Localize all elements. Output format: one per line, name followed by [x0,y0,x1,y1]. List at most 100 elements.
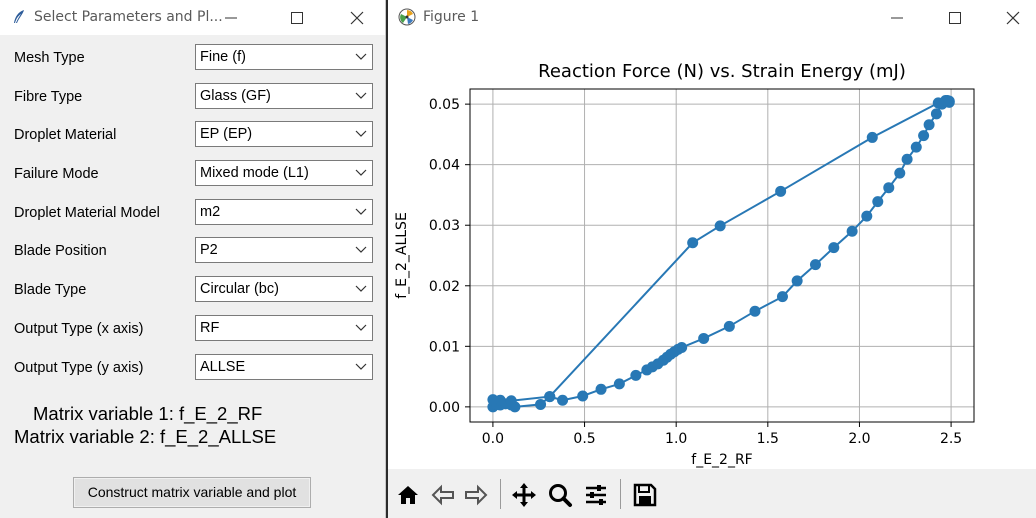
field-label: Droplet Material Model [14,205,160,221]
forward-arrow-icon[interactable] [462,481,490,509]
selected-value: RF [200,320,220,336]
x-tick-label: 2.5 [940,431,962,447]
x-tick-label: 0.0 [482,431,504,447]
chevron-down-icon [355,208,367,215]
matrix-variable-1-label: Matrix variable 1: f_E_2_RF [33,403,263,424]
chevron-down-icon [355,169,367,176]
y-tick-label: 0.05 [429,97,460,113]
data-point [932,97,944,109]
selected-value: ALLSE [200,359,246,375]
droplet-material-model-dropdown[interactable]: m2 [195,199,373,225]
droplet-material-dropdown[interactable]: EP (EP) [195,121,373,147]
matplotlib-logo-icon [398,8,416,26]
window-title: Select Parameters and Pl... [34,9,223,25]
field-row-fibre-type: Fibre Type Glass (GF) [0,83,385,113]
close-icon [350,11,364,25]
data-point [714,220,726,232]
minimize-button[interactable] [874,0,920,35]
data-point [595,383,607,395]
selected-value: EP (EP) [200,126,253,142]
y-tick-label: 0.01 [429,339,460,355]
save-floppy-icon[interactable] [631,481,659,509]
field-label: Mesh Type [14,50,85,66]
output-type-y-dropdown[interactable]: ALLSE [195,354,373,380]
figure-canvas[interactable]: 0.0 0.5 1.0 1.5 2.0 2.5 0.00 0.01 0.02 0.03 0.04 0.… [388,35,1036,469]
maximize-button[interactable] [932,0,978,35]
window-title: Figure 1 [423,9,480,25]
field-row-blade-type: Blade Type Circular (bc) [0,276,385,306]
navigation-toolbar [388,469,1036,518]
data-point [918,130,930,142]
data-point [723,320,735,332]
minimize-button[interactable] [208,0,254,35]
toolbar-separator [620,479,621,509]
selected-value: Glass (GF) [200,88,271,104]
data-point [776,291,788,303]
data-point [775,185,787,197]
toolbar-separator [500,479,501,509]
data-point [687,237,699,249]
maximize-icon [949,12,961,24]
chevron-down-icon [355,53,367,60]
back-arrow-icon[interactable] [429,481,457,509]
chevron-down-icon [355,363,367,370]
chevron-down-icon [355,92,367,99]
close-button[interactable] [990,0,1036,35]
zoom-magnifier-icon[interactable] [546,481,574,509]
data-point [866,131,878,143]
chevron-down-icon [355,285,367,292]
matrix-variable-2-label: Matrix variable 2: f_E_2_ALLSE [14,426,277,447]
axis-ticks: 0.0 0.5 1.0 1.5 2.0 2.5 0.00 0.01 0.02 0.03 0.04 0.… [429,97,962,447]
title-bar[interactable]: Select Parameters and Pl... [0,0,385,35]
field-label: Output Type (x axis) [14,321,144,337]
field-row-output-type-x: Output Type (x axis) RF [0,315,385,345]
chevron-down-icon [355,246,367,253]
close-button[interactable] [334,0,380,35]
field-label: Blade Position [14,243,107,259]
fibre-type-dropdown[interactable]: Glass (GF) [195,83,373,109]
selected-value: m2 [200,204,221,220]
construct-and-plot-button[interactable]: Construct matrix variable and plot [73,477,311,508]
data-point [577,390,589,402]
y-tick-label: 0.00 [429,400,460,416]
data-point [883,182,895,194]
x-tick-label: 1.5 [757,431,779,447]
minimize-icon [891,17,903,19]
data-point [846,225,858,237]
parameter-selection-window: Select Parameters and Pl... Mesh Type Fi… [0,0,386,518]
field-label: Output Type (y axis) [14,360,144,376]
x-axis-label: f_E_2_RF [691,452,752,468]
data-point [535,398,547,410]
y-tick-label: 0.03 [429,218,460,234]
maximize-button[interactable] [274,0,320,35]
field-row-output-type-y: Output Type (y axis) ALLSE [0,354,385,384]
chevron-down-icon [355,324,367,331]
field-label: Droplet Material [14,127,117,143]
selected-value: P2 [200,242,218,258]
home-icon[interactable] [394,481,422,509]
field-label: Blade Type [14,282,87,298]
data-point [613,378,625,390]
x-tick-label: 0.5 [573,431,595,447]
failure-mode-dropdown[interactable]: Mixed mode (L1) [195,160,373,186]
mesh-type-dropdown[interactable]: Fine (f) [195,44,373,70]
y-tick-label: 0.02 [429,279,460,295]
pan-move-icon[interactable] [510,481,538,509]
data-point [930,108,942,120]
series-line [492,99,951,408]
output-type-x-dropdown[interactable]: RF [195,315,373,341]
title-bar[interactable]: Figure 1 [388,0,1036,35]
selected-value: Circular (bc) [200,281,279,297]
data-point [872,196,884,208]
chart-title: Reaction Force (N) vs. Strain Energy (mJ… [538,61,906,82]
data-point [698,332,710,344]
data-point [791,275,803,287]
data-point [630,369,642,381]
chevron-down-icon [355,130,367,137]
blade-position-dropdown[interactable]: P2 [195,237,373,263]
field-row-droplet-material-model: Droplet Material Model m2 [0,199,385,229]
configure-subplots-icon[interactable] [582,481,610,509]
grid-lines [470,89,974,422]
blade-type-dropdown[interactable]: Circular (bc) [195,276,373,302]
feather-icon [14,10,24,23]
